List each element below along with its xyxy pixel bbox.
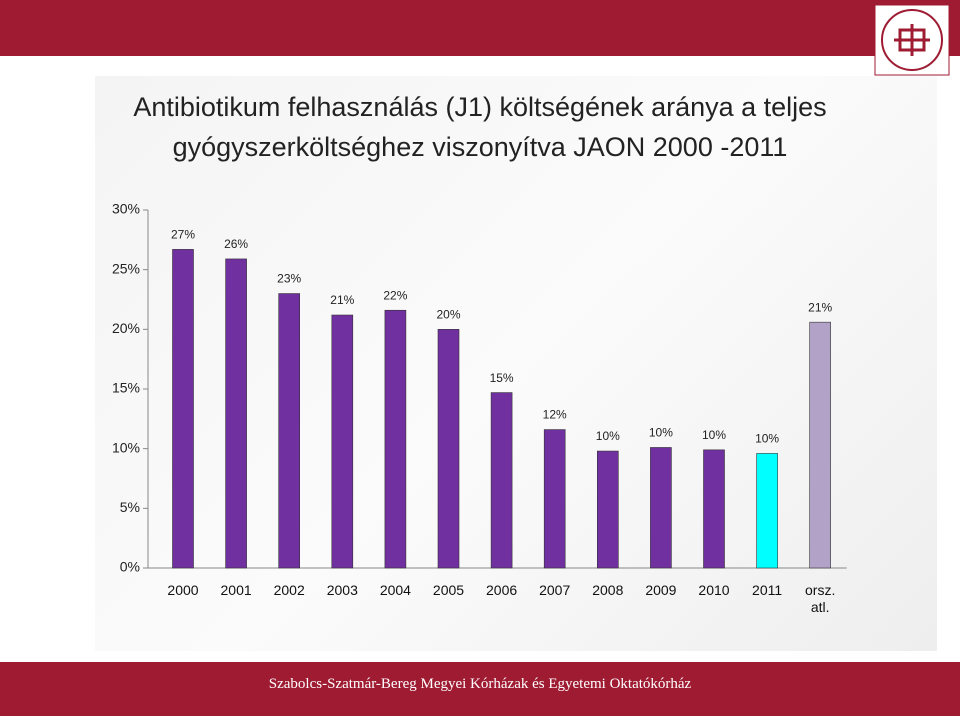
chart-title: gyógyszerköltséghez viszonyítva JAON 200… [172,132,788,162]
value-label: 27% [171,228,195,242]
value-label: 22% [383,288,407,302]
y-tick-label: 5% [120,499,140,515]
value-label: 15% [490,371,514,385]
value-label: 10% [702,428,726,442]
y-tick-label: 15% [112,380,140,396]
bar [756,453,778,569]
bar [703,449,725,569]
logo-cross [894,24,930,56]
value-label: 12% [543,408,567,422]
logo-ring [881,9,943,71]
value-label: 10% [596,429,620,443]
bar [809,321,832,569]
y-tick-label: 0% [120,559,140,575]
value-label: 21% [330,293,354,307]
bar [490,392,513,569]
footer-band [0,662,960,716]
x-tick-label: 2005 [432,582,465,598]
y-tick-label: 20% [112,320,140,336]
x-tick-label: 2010 [698,582,730,598]
bar [437,329,460,569]
y-tick-label: 10% [112,439,140,455]
x-tick-label: 2003 [326,582,358,598]
value-label: 10% [755,432,779,446]
header-band [0,0,960,56]
bar [225,258,247,569]
bar [596,450,619,569]
x-tick-label: 2002 [273,582,305,598]
y-tick-label: 30% [112,201,140,217]
x-tick-label: orsz. atl. [805,582,836,615]
value-label: 23% [277,272,301,286]
bar [650,447,672,569]
x-tick-label: 2011 [752,582,783,598]
bar [543,429,566,569]
x-tick-label: 2008 [592,582,624,598]
x-tick-label: 2006 [486,582,518,598]
logo [874,4,950,76]
bar [331,314,354,569]
bar [278,293,301,569]
x-tick-label: 2007 [539,582,571,598]
value-label: 21% [808,300,832,314]
x-tick-label: 2004 [379,582,411,598]
x-tick-label: 2001 [220,582,252,598]
chart-title: Antibiotikum felhasználás (J1) költségén… [133,92,827,122]
x-tick-label: 2000 [167,582,199,598]
value-label: 20% [436,308,460,322]
value-label: 26% [224,237,248,251]
bar [384,309,407,569]
x-tick-label: 2009 [645,582,677,598]
bar [172,249,194,569]
footer-text: Szabolcs-Szatmár-Bereg Megyei Kórházak é… [268,676,692,692]
y-tick-label: 25% [112,260,140,276]
value-label: 10% [649,426,673,440]
